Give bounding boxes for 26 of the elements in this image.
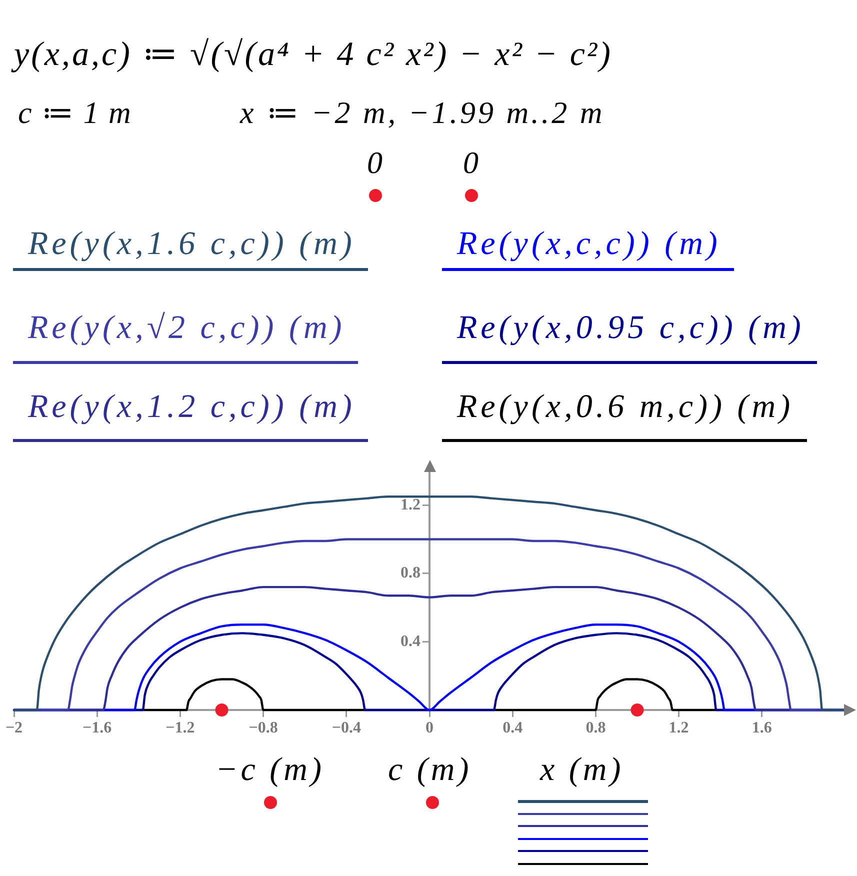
- text: Re(y(x,0.95 c,c)) (m): [457, 310, 804, 348]
- x-tick-label: 0.8: [586, 720, 606, 737]
- text: 0: [463, 145, 478, 181]
- x-tick-label: 0: [426, 720, 434, 737]
- x-tick-label: −2: [5, 720, 23, 737]
- text: Re(y(x,0.6 m,c)) (m): [457, 389, 794, 427]
- text: Re(y(x,c,c)) (m): [457, 226, 721, 264]
- y-tick-label: 0.8: [400, 564, 420, 582]
- text: Re(y(x,1.2 c,c)) (m): [28, 389, 356, 427]
- x-tick-label: 1.6: [752, 720, 772, 737]
- text: Re(y(x,√2 c,c)) (m): [28, 310, 346, 348]
- text: Re(y(x,1.6 c,c)) (m): [28, 226, 356, 264]
- x-tick-label: −0.8: [248, 720, 278, 737]
- x-tick-label: −1.2: [166, 720, 195, 737]
- text: c (m): [388, 752, 472, 789]
- x-tick-label: −0.4: [332, 720, 361, 737]
- text: x ≔ −2 m, −1.99 m..2 m: [240, 95, 605, 131]
- x-tick-label: 1.2: [668, 720, 689, 737]
- y-tick-label: 1.2: [400, 496, 420, 514]
- text: −c (m): [216, 752, 324, 789]
- x-tick-label: 0.4: [502, 720, 523, 737]
- x-tick-label: −1.6: [82, 720, 112, 737]
- x-axis-title: x (m): [540, 752, 624, 789]
- y-tick-label: 0.4: [400, 632, 420, 650]
- text: c ≔ 1 m: [18, 95, 132, 131]
- text: 0: [367, 145, 382, 181]
